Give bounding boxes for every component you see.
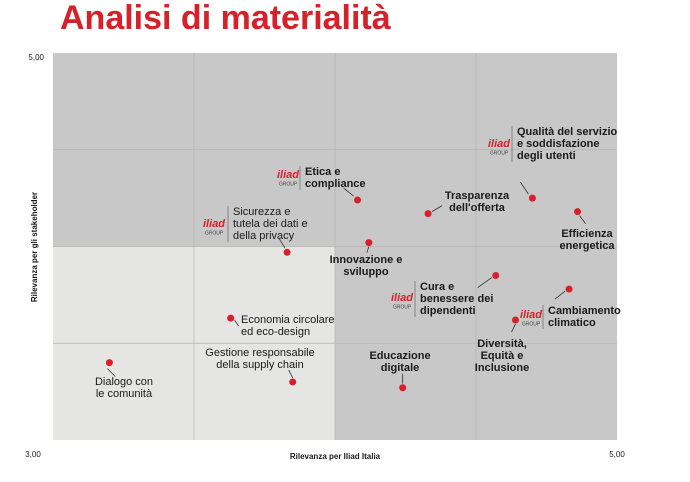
x-tick-label: 5,00 — [609, 450, 625, 459]
point-label: Qualità del servizio — [517, 126, 618, 138]
point-label: dipendenti — [420, 305, 476, 317]
point-label: climatico — [548, 317, 596, 329]
point — [511, 316, 519, 324]
point — [528, 194, 536, 202]
logo-sub: GROUP — [279, 181, 298, 187]
point-label: Etica e — [305, 166, 340, 178]
leader-line — [431, 205, 443, 212]
logo-sub: GROUP — [522, 321, 541, 327]
point-label: compliance — [305, 178, 366, 190]
point-label: della supply chain — [216, 359, 303, 371]
point-label: Cura e — [420, 281, 454, 293]
x-axis-label: Rilevanza per Iliad Italia — [290, 452, 381, 461]
point-label: Gestione responsabile — [205, 347, 314, 359]
leader-line — [477, 277, 492, 288]
point-label: Sicurezza e — [233, 206, 290, 218]
y-axis-label: Rilevanza per gli stakeholder — [30, 192, 39, 302]
point-label: e soddisfazione — [517, 138, 600, 150]
point-label: della privacy — [233, 230, 295, 242]
leader-line — [366, 246, 370, 253]
logo-name: iliad — [277, 169, 299, 181]
leader-line — [234, 319, 239, 327]
point-label: degli utenti — [517, 150, 576, 162]
leader-line — [511, 323, 516, 333]
point-label: Cambiamento — [548, 305, 621, 317]
point — [565, 285, 573, 293]
y-tick-label: 5,00 — [28, 53, 44, 62]
point — [283, 248, 291, 256]
point — [574, 208, 582, 216]
point — [399, 384, 407, 392]
point-label: le comunità — [96, 388, 153, 400]
point — [289, 378, 297, 386]
x-tick-label: 3,00 — [25, 450, 41, 459]
point — [365, 239, 373, 247]
point — [227, 314, 235, 322]
point-label: dell'offerta — [449, 202, 506, 214]
point — [424, 210, 432, 218]
point-label: Economia circolare — [241, 314, 335, 326]
point-label: Trasparenza — [445, 190, 510, 202]
point-label: Dialogo con — [95, 376, 153, 388]
point — [105, 359, 113, 367]
logo-name: iliad — [203, 218, 225, 230]
leader-line — [107, 368, 116, 377]
point-label: Innovazione e — [330, 254, 403, 266]
leader-line — [579, 215, 586, 224]
leader-line — [554, 290, 566, 300]
logo-name: iliad — [488, 138, 510, 150]
logo-sub: GROUP — [393, 304, 412, 310]
logo-sub: GROUP — [205, 230, 224, 236]
logo-sub: GROUP — [490, 150, 509, 156]
point-label: benessere dei — [420, 293, 493, 305]
leader-line — [343, 187, 354, 197]
point-label: sviluppo — [343, 266, 389, 278]
point-label: Equità e — [481, 350, 524, 362]
point-label: Educazione — [369, 350, 430, 362]
point-label: tutela dei dati e — [233, 218, 308, 230]
logo-name: iliad — [391, 292, 413, 304]
point-label: energetica — [559, 240, 615, 252]
logo-name: iliad — [520, 309, 542, 321]
leader-line — [520, 181, 529, 195]
point-label: Diversità, — [477, 338, 527, 350]
point — [492, 272, 500, 280]
point-label: digitale — [381, 362, 420, 374]
leader-line — [278, 238, 286, 249]
point-label: ed eco-design — [241, 326, 310, 338]
chart-title: Analisi di materialità — [60, 0, 391, 37]
point-label: Inclusione — [475, 362, 529, 374]
point-label: Efficienza — [561, 228, 613, 240]
point — [354, 196, 362, 204]
leader-line — [288, 369, 294, 379]
